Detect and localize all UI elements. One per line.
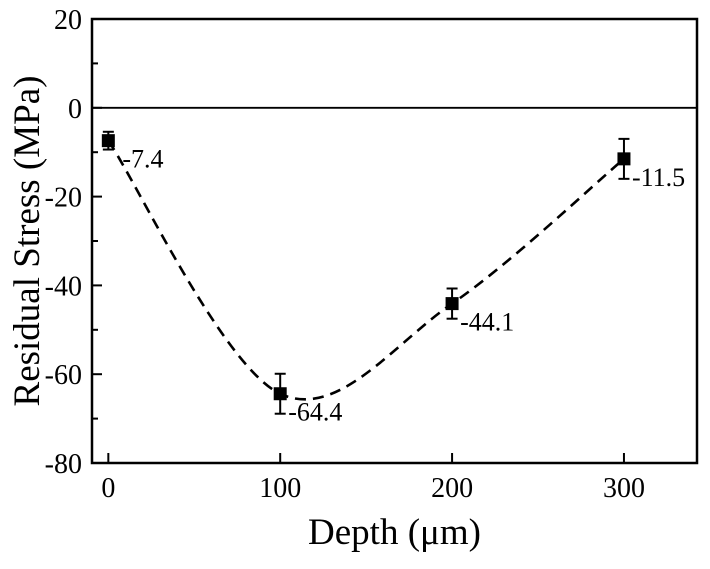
x-tick-label: 300: [603, 473, 645, 504]
x-tick-label: 100: [259, 473, 301, 504]
data-point-marker: [617, 152, 631, 166]
y-axis-title: Residual Stress (MPa): [7, 75, 48, 407]
x-tick-label: 0: [101, 473, 115, 504]
y-tick-label: 20: [54, 5, 82, 36]
data-point-marker: [445, 297, 459, 311]
y-tick-label: 0: [68, 94, 82, 125]
x-axis-title: Depth (μm): [308, 512, 481, 553]
plot-frame: [90, 17, 699, 465]
data-point-label: -44.1: [460, 308, 514, 337]
y-tick-label: -60: [45, 360, 82, 391]
y-tick-label: -20: [45, 183, 82, 214]
data-point-marker: [273, 387, 287, 401]
series-spline: [107, 139, 625, 401]
x-tick-label: 200: [431, 473, 473, 504]
data-point-label: -7.4: [122, 145, 163, 174]
y-tick-label: -80: [45, 449, 82, 480]
y-tick-label: -40: [45, 271, 82, 302]
data-point-label: -64.4: [288, 398, 342, 427]
data-point-marker: [101, 134, 115, 148]
data-point-label: -11.5: [632, 163, 685, 192]
